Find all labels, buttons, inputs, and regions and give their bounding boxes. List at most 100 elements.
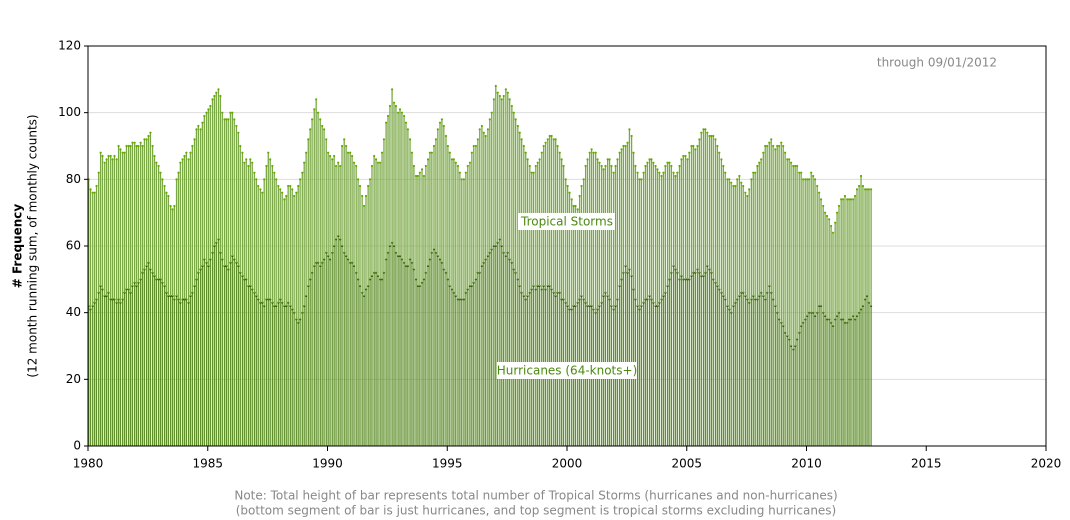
point-marker [143, 138, 146, 141]
point-marker [722, 164, 725, 168]
point-marker [191, 144, 194, 148]
bar-segment [850, 199, 852, 320]
bar-segment [592, 152, 595, 310]
point-marker [412, 164, 415, 168]
point-marker [602, 168, 605, 171]
bar-segment [828, 319, 830, 446]
bar-segment [770, 292, 772, 446]
bar-segment [181, 299, 184, 446]
bar-segment [574, 206, 577, 306]
bar-segment [642, 172, 645, 303]
point-marker [829, 224, 833, 228]
point-marker [544, 141, 547, 144]
bar-segment [377, 276, 379, 446]
bar-segment [257, 186, 259, 300]
bar-segment [293, 312, 295, 446]
bar-segment [766, 292, 768, 446]
bar-segment [858, 186, 860, 313]
point-marker [474, 144, 478, 148]
bar-segment [860, 309, 862, 446]
bar-segment [507, 92, 509, 253]
bar-segment [141, 272, 144, 446]
bar-segment [375, 272, 377, 446]
bar-segment [870, 306, 872, 446]
point-marker [694, 148, 697, 151]
point-marker [536, 161, 539, 164]
bar-segment [624, 146, 627, 266]
bar-segment [650, 299, 653, 446]
bar-segment [838, 312, 840, 446]
bar-segment [267, 299, 269, 446]
bar-segment [768, 142, 770, 286]
bar-segment [792, 349, 794, 446]
point-marker [778, 144, 781, 148]
point-marker [418, 171, 421, 174]
point-marker [630, 134, 633, 138]
bar-segment [409, 259, 411, 446]
bar-segment [239, 272, 241, 446]
bar-segment [122, 299, 124, 446]
bars [87, 84, 873, 446]
point-marker [316, 111, 320, 114]
bar-segment [672, 172, 675, 266]
point-marker [339, 164, 342, 168]
bar-segment [750, 299, 752, 446]
bar-segment [439, 259, 441, 446]
bar-segment [401, 259, 403, 446]
y-tick-label: 120 [58, 39, 81, 53]
point-marker [618, 151, 621, 154]
bar-segment [447, 279, 449, 446]
bar-segment [187, 302, 190, 446]
bar-segment [127, 146, 130, 290]
note: (bottom segment of bar is just hurricane… [236, 504, 837, 518]
point-marker [568, 191, 571, 194]
bar-segment [485, 136, 487, 260]
point-marker [245, 158, 248, 161]
point-marker [588, 151, 591, 154]
bar-segment [137, 282, 140, 446]
bar-segment [790, 162, 792, 346]
bar-segment [105, 296, 108, 446]
point-marker [241, 151, 244, 154]
bar-segment [742, 292, 744, 446]
bar-segment [674, 176, 677, 270]
bar-segment [638, 179, 641, 310]
bar-segment [283, 199, 285, 306]
bar-segment [387, 116, 389, 253]
bar-segment [736, 179, 738, 300]
point-marker [271, 164, 274, 168]
point-marker [768, 141, 771, 144]
bar-segment [301, 172, 303, 313]
bar-segment [822, 312, 824, 446]
point-marker [858, 184, 861, 188]
bar-segment [209, 259, 211, 446]
point-marker [243, 161, 246, 164]
point-marker [766, 144, 769, 148]
bar-segment [457, 166, 459, 300]
point-marker [560, 158, 563, 161]
point-marker [646, 161, 649, 164]
point-marker [496, 91, 499, 94]
point-marker [291, 188, 294, 191]
bar-segment [497, 92, 499, 243]
point-marker [141, 144, 144, 148]
point-marker [636, 171, 639, 174]
point-marker [572, 204, 575, 208]
bar-segment [393, 246, 395, 446]
point-marker [149, 131, 152, 134]
point-marker [604, 164, 607, 168]
bar-segment [129, 146, 132, 293]
bar-segment [670, 272, 673, 446]
point-marker [524, 151, 527, 154]
point-marker [197, 124, 200, 128]
bar-segment [571, 199, 573, 310]
point-marker [185, 151, 188, 154]
bar-segment [562, 166, 565, 300]
bar-segment [369, 279, 371, 446]
bar-segment [567, 186, 569, 306]
bar-segment [211, 252, 214, 446]
bar-segment [714, 139, 717, 283]
plot-frame [87, 45, 1047, 447]
bar-segment [291, 189, 293, 310]
point-marker [307, 138, 310, 141]
